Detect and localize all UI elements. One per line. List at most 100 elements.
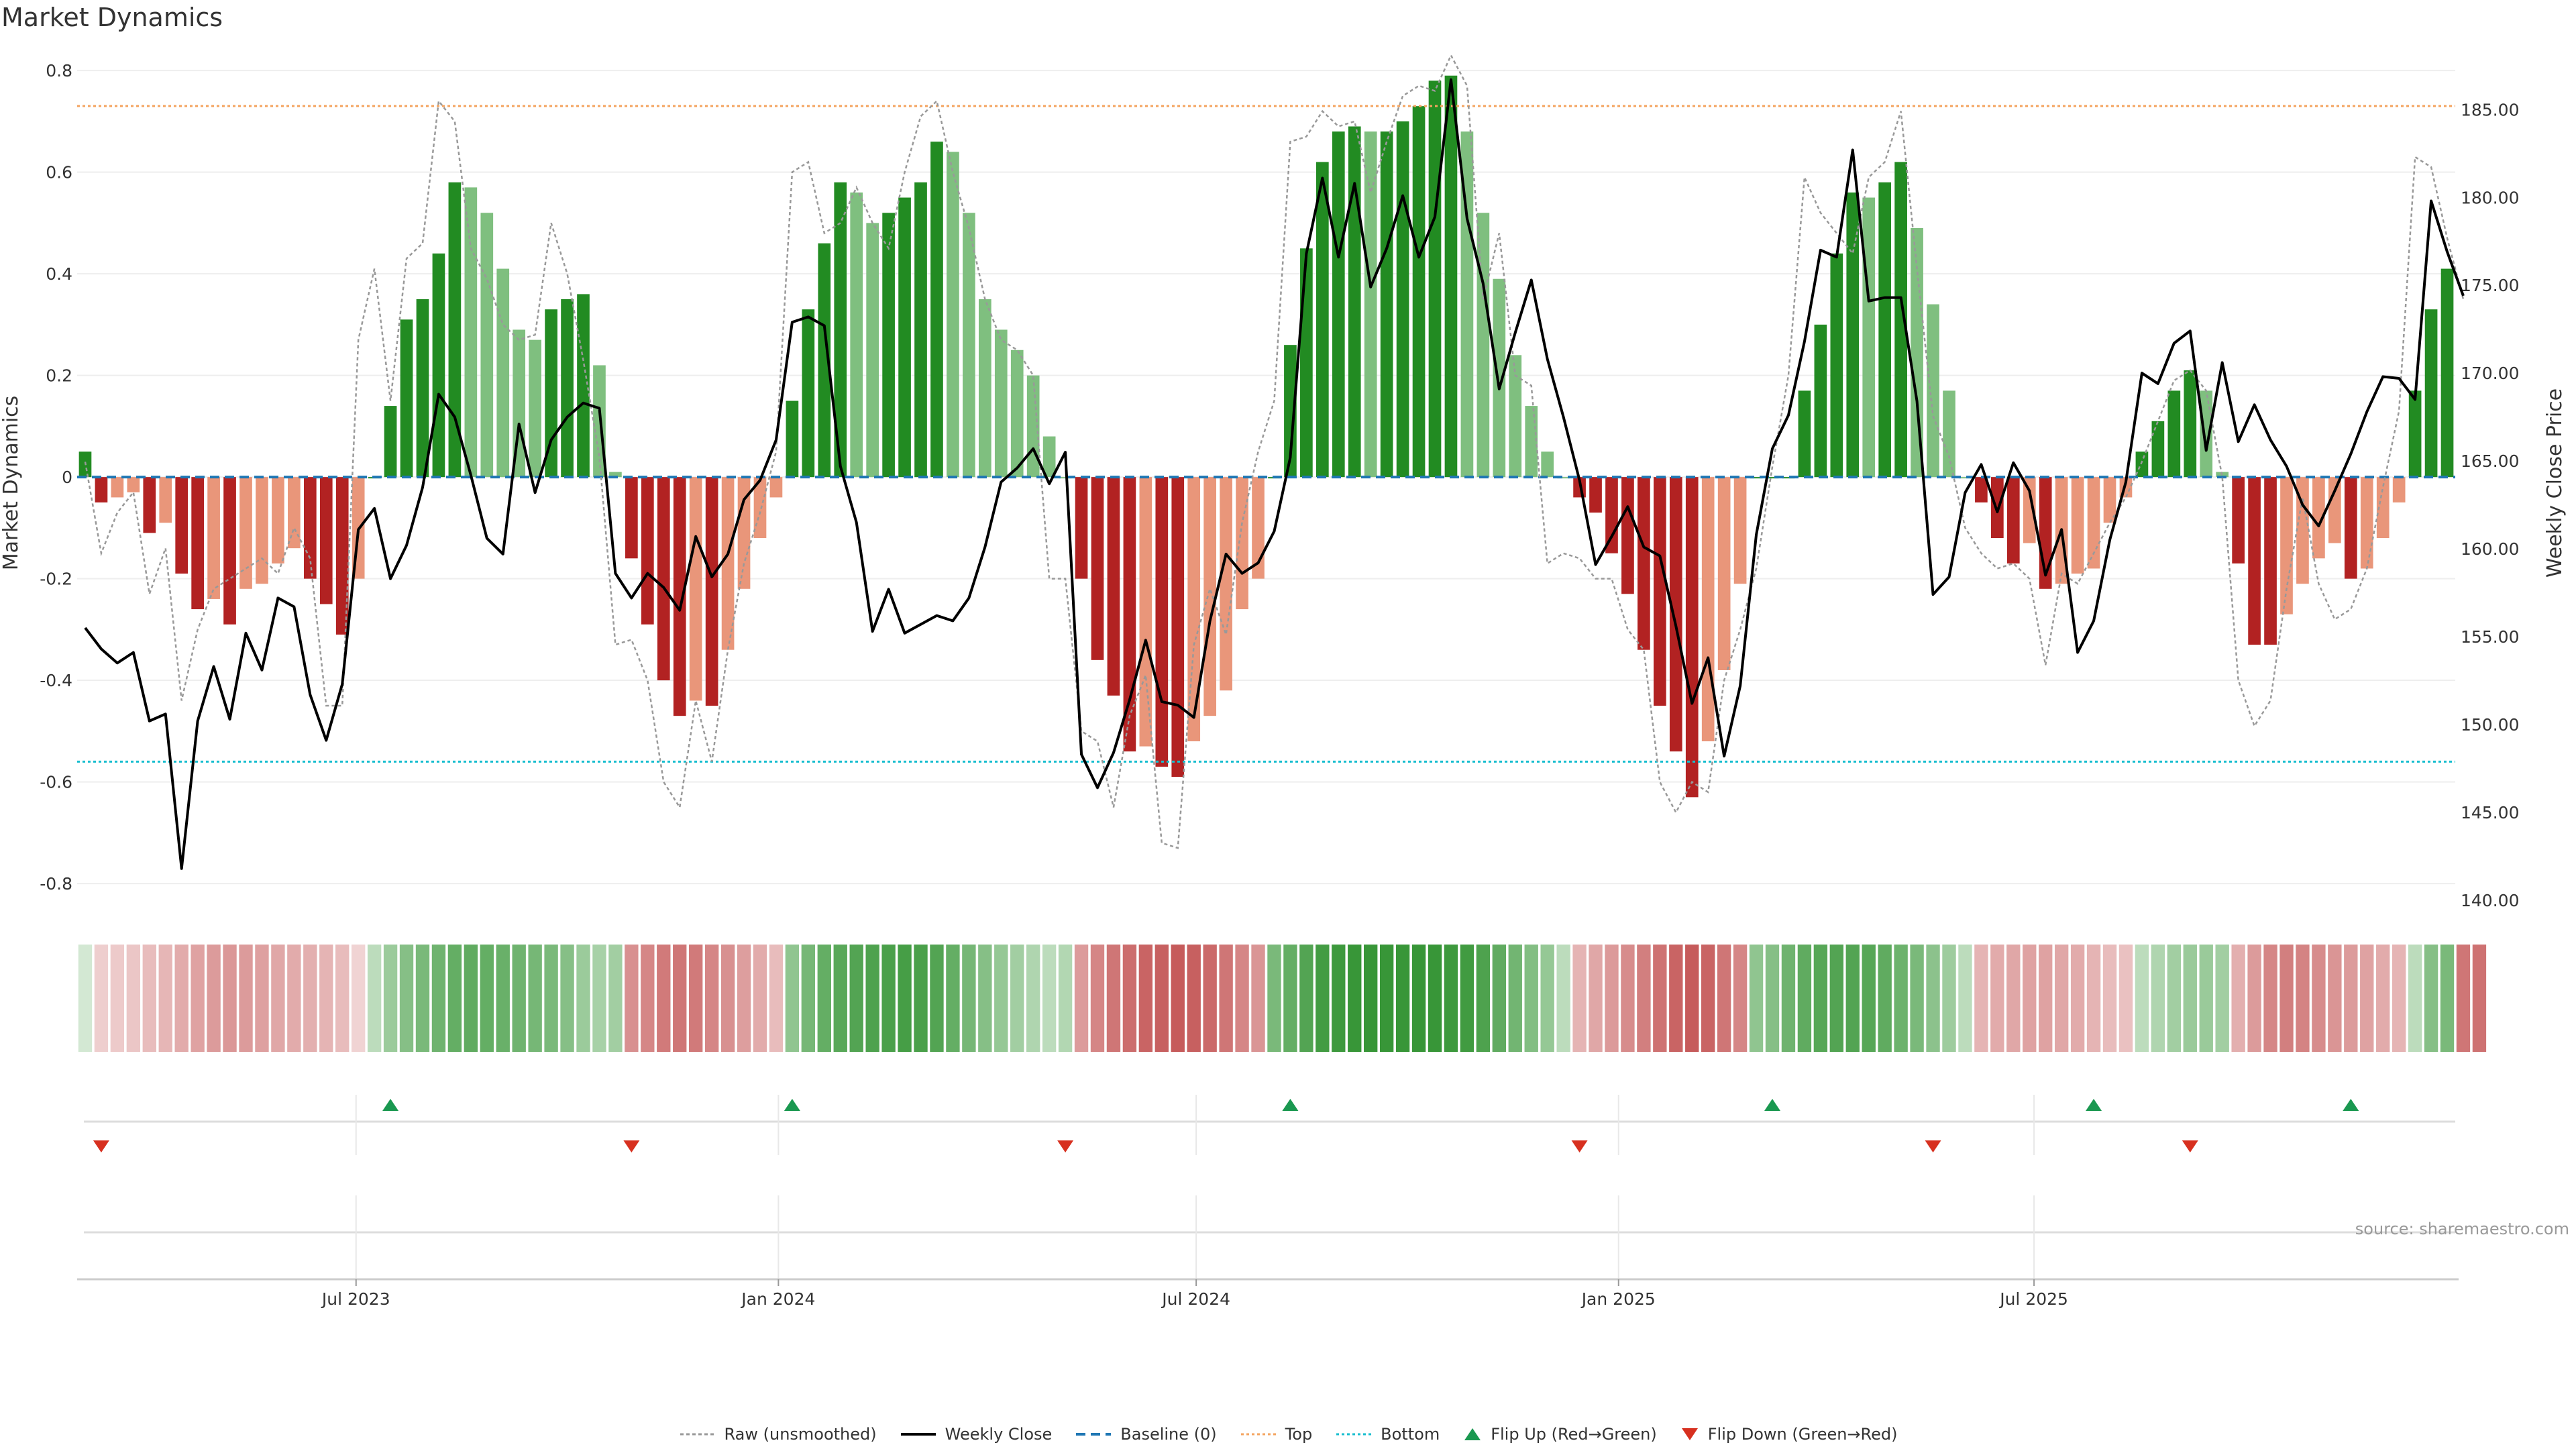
dynamics-bar bbox=[2200, 390, 2213, 478]
dynamics-bar bbox=[705, 477, 718, 706]
flip-marker-layer bbox=[84, 1095, 2455, 1279]
dynamics-bar bbox=[1412, 106, 1426, 478]
dynamics-bar bbox=[1123, 477, 1136, 752]
heat-strip-cell bbox=[1460, 945, 1474, 1052]
heat-strip-cell bbox=[1492, 945, 1506, 1052]
heat-strip-cell bbox=[881, 945, 896, 1052]
heat-strip-cell bbox=[126, 945, 141, 1052]
left-tick-label: 0.6 bbox=[46, 163, 72, 182]
legend-raw-label: Raw (unsmoothed) bbox=[724, 1425, 877, 1444]
dynamics-bar bbox=[963, 213, 975, 478]
dynamics-bar bbox=[914, 182, 927, 478]
heat-strip-cell bbox=[1187, 945, 1201, 1052]
heat-strip-cell bbox=[769, 945, 784, 1052]
dynamics-bar bbox=[1316, 162, 1329, 478]
dynamics-bar bbox=[802, 309, 815, 478]
dynamics-bar bbox=[1846, 192, 1860, 478]
dynamics-bar bbox=[1685, 477, 1699, 798]
dynamics-bar bbox=[2135, 451, 2149, 478]
flip-down-marker bbox=[1571, 1140, 1588, 1152]
heat-strip-cell bbox=[2167, 945, 2182, 1052]
dynamics-bar bbox=[2071, 477, 2084, 574]
heat-strip-cell bbox=[833, 945, 847, 1052]
heat-strip-cell bbox=[2279, 945, 2294, 1052]
legend-top-label: Top bbox=[1285, 1425, 1313, 1444]
legend-close: Weekly Close bbox=[900, 1425, 1053, 1444]
heat-strip-cell bbox=[2392, 945, 2406, 1052]
dynamics-bar bbox=[1042, 436, 1056, 478]
heat-strip-cell bbox=[930, 945, 944, 1052]
dynamics-bar bbox=[898, 197, 911, 478]
heat-strip-cell bbox=[2006, 945, 2021, 1052]
heat-strip-cell bbox=[849, 945, 863, 1052]
heat-strip-cell bbox=[255, 945, 269, 1052]
legend-flip-down: Flip Down (Green→Red) bbox=[1680, 1425, 1898, 1444]
dynamics-bar bbox=[2264, 477, 2277, 645]
heat-strip-cell bbox=[2296, 945, 2310, 1052]
heat-strip-cell bbox=[1669, 945, 1683, 1052]
heat-strip-cell bbox=[335, 945, 350, 1052]
dynamics-bar bbox=[2280, 477, 2293, 614]
dynamics-bar bbox=[657, 477, 670, 681]
dynamics-bar bbox=[95, 477, 108, 503]
dynamics-bar bbox=[207, 477, 220, 599]
dynamics-bar bbox=[1927, 304, 1939, 478]
dynamics-bar bbox=[1075, 477, 1088, 579]
heat-strip-cell bbox=[914, 945, 928, 1052]
heat-strip-cell bbox=[1540, 945, 1554, 1052]
left-tick-label: -0.8 bbox=[40, 874, 72, 894]
heat-strip-cell bbox=[1733, 945, 1748, 1052]
heat-strip-cell bbox=[737, 945, 751, 1052]
dynamics-bar bbox=[994, 329, 1008, 478]
dynamics-bar bbox=[256, 477, 268, 584]
heat-strip-cell bbox=[1589, 945, 1603, 1052]
dynamics-bar bbox=[1766, 477, 1779, 479]
flip-up-marker bbox=[382, 1099, 399, 1111]
dynamics-bar bbox=[239, 477, 252, 589]
heat-strip-cell bbox=[1572, 945, 1587, 1052]
dynamics-bar bbox=[223, 477, 236, 625]
right-tick-label: 180.00 bbox=[2461, 188, 2519, 207]
raw-line-swatch bbox=[680, 1433, 715, 1436]
heat-strip-cell bbox=[994, 945, 1008, 1052]
heat-strip-cell bbox=[1974, 945, 1988, 1052]
heat-strip-cell bbox=[1556, 945, 1570, 1052]
legend-close-label: Weekly Close bbox=[945, 1425, 1053, 1444]
dynamics-bar bbox=[480, 213, 494, 478]
y-axis-title-left: Market Dynamics bbox=[0, 396, 23, 571]
heat-strip-cell bbox=[1910, 945, 1924, 1052]
legend-flip-up-label: Flip Up (Red→Green) bbox=[1491, 1425, 1657, 1444]
heat-strip-cell bbox=[2247, 945, 2261, 1052]
dynamics-bar bbox=[1541, 451, 1554, 478]
heat-strip-cell bbox=[865, 945, 879, 1052]
legend-raw: Raw (unsmoothed) bbox=[679, 1425, 877, 1444]
dynamics-bar bbox=[496, 268, 510, 478]
dynamics-bar bbox=[1509, 355, 1522, 478]
flip-down-marker bbox=[623, 1140, 640, 1152]
heat-strip-cell bbox=[2472, 945, 2487, 1052]
right-tick-label: 155.00 bbox=[2461, 627, 2519, 647]
heat-strip-cell bbox=[1348, 945, 1362, 1052]
dynamics-bar bbox=[1252, 477, 1265, 579]
dynamics-bar bbox=[930, 142, 943, 478]
heat-strip-cell bbox=[1219, 945, 1233, 1052]
heat-strip-cell bbox=[2328, 945, 2342, 1052]
heat-strip-cell bbox=[2456, 945, 2471, 1052]
heat-strip-cell bbox=[2199, 945, 2213, 1052]
dynamics-bar bbox=[1300, 248, 1313, 478]
dynamics-bar bbox=[1943, 390, 1955, 478]
dynamics-bar bbox=[753, 477, 767, 539]
left-tick-label: -0.4 bbox=[40, 671, 72, 690]
dynamics-bar bbox=[1380, 131, 1393, 478]
heat-strip-cell bbox=[946, 945, 960, 1052]
heat-strip-cell bbox=[207, 945, 221, 1052]
heat-strip-cell bbox=[415, 945, 430, 1052]
heat-strip-cell bbox=[544, 945, 558, 1052]
heat-strip-cell bbox=[1428, 945, 1442, 1052]
heat-strip-cell bbox=[351, 945, 366, 1052]
dynamics-bar bbox=[673, 477, 686, 716]
heat-strip-cell bbox=[1862, 945, 1876, 1052]
heat-strip-cell bbox=[720, 945, 735, 1052]
heat-strip-cell bbox=[1845, 945, 1860, 1052]
heat-strip-cell bbox=[1411, 945, 1426, 1052]
